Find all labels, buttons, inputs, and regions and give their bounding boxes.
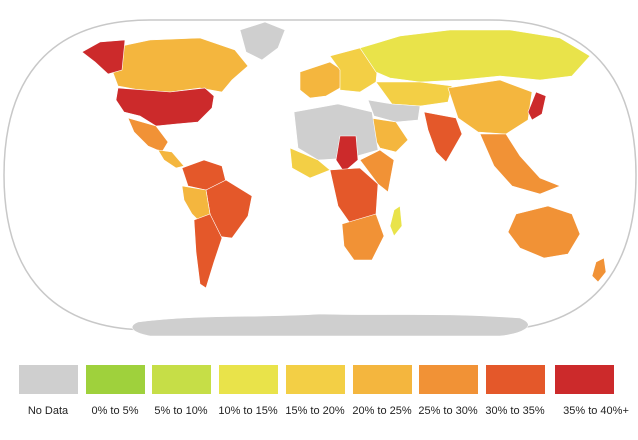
- region-madagascar: [389, 205, 403, 237]
- region-china: [447, 79, 533, 135]
- region-middle-east: [367, 99, 421, 123]
- legend-label-25-30: 25% to 30%: [418, 405, 478, 417]
- region-west-africa: [289, 147, 331, 179]
- region-southern-africa: [341, 213, 385, 261]
- world-map: [3, 19, 637, 337]
- legend-swatch-35-40: [555, 365, 614, 394]
- legend-label-10-15: 10% to 15%: [218, 405, 278, 417]
- region-europe-west: [299, 61, 343, 99]
- map-legend: No Data 0% to 5% 5% to 10% 10% to 15% 15…: [0, 360, 638, 440]
- region-east-africa: [359, 149, 395, 193]
- legend-label-0-5: 0% to 5%: [91, 405, 139, 417]
- legend-label-30-35: 30% to 35%: [485, 405, 545, 417]
- region-new-zealand: [591, 257, 607, 283]
- legend-swatch-20-25: [353, 365, 412, 394]
- legend-label-15-20: 15% to 20%: [285, 405, 345, 417]
- legend-label-20-25: 20% to 25%: [352, 405, 412, 417]
- region-north-africa: [293, 103, 379, 161]
- region-se-asia: [479, 133, 561, 195]
- legend-swatch-30-35: [486, 365, 545, 394]
- legend-swatch-15-20: [286, 365, 345, 394]
- region-alaska: [81, 39, 126, 75]
- region-usa: [115, 87, 215, 127]
- legend-swatch-no-data: [19, 365, 78, 394]
- region-antarctica: [131, 313, 529, 337]
- legend-swatch-0-5: [86, 365, 145, 394]
- region-argentina: [193, 213, 223, 289]
- region-russia: [359, 29, 591, 83]
- region-japan: [527, 91, 547, 121]
- legend-label-5-10: 5% to 10%: [154, 405, 208, 417]
- region-india: [423, 111, 463, 163]
- legend-swatch-25-30: [419, 365, 478, 394]
- region-australia: [507, 205, 581, 259]
- region-canada: [111, 37, 249, 93]
- region-greenland: [239, 21, 286, 61]
- legend-label-no-data: No Data: [27, 405, 69, 417]
- legend-swatch-10-15: [219, 365, 278, 394]
- region-chad: [335, 135, 359, 173]
- legend-label-35-40: 35% to 40%+: [563, 405, 629, 417]
- legend-swatch-5-10: [152, 365, 211, 394]
- region-central-america: [157, 149, 185, 169]
